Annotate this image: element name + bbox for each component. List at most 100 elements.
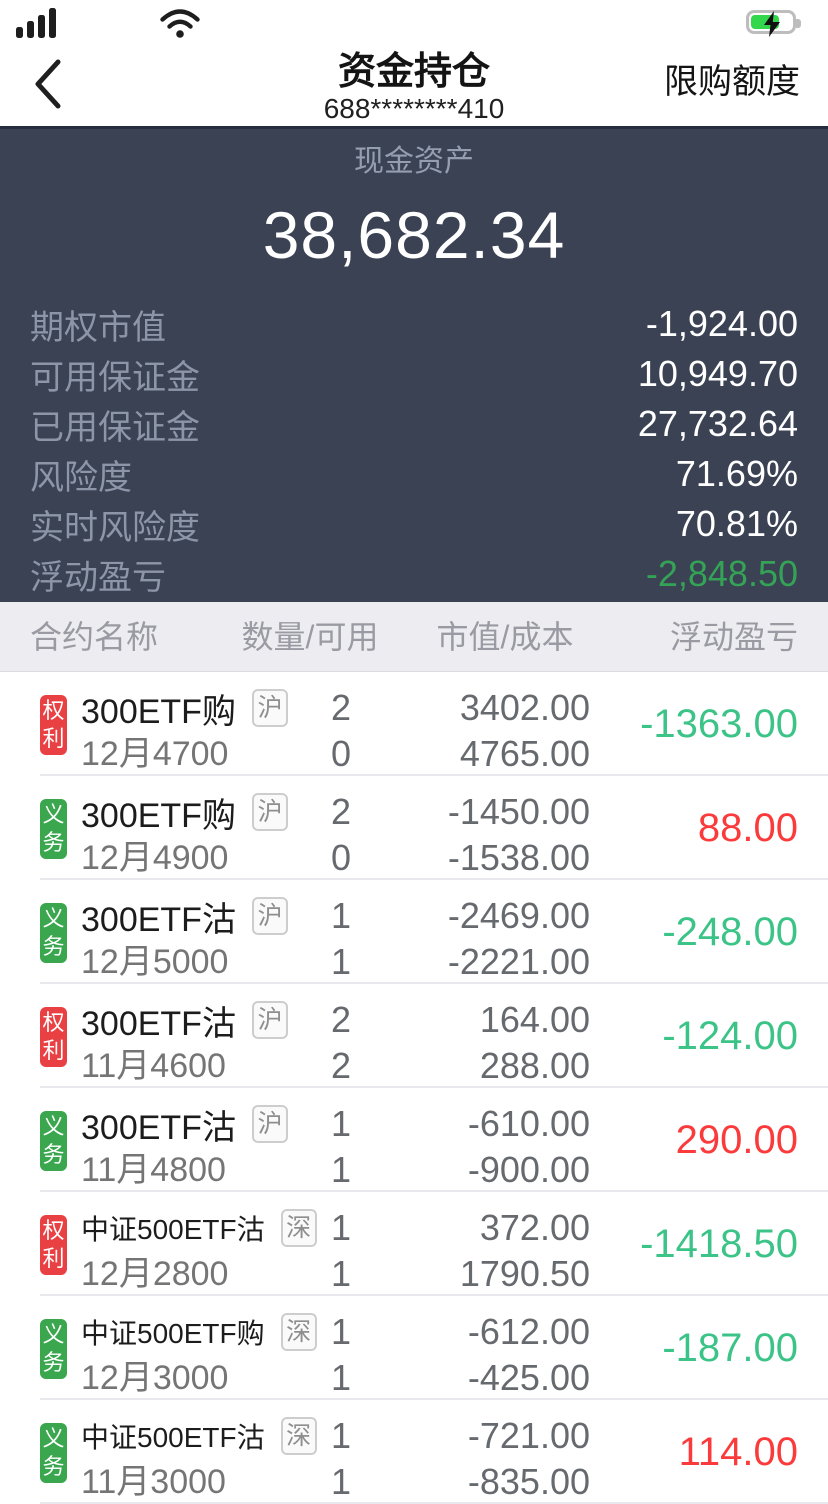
cost-value: 288.00	[479, 1045, 590, 1086]
summary-value: 10,949.70	[637, 353, 798, 394]
market-value: -1450.00	[447, 791, 590, 832]
quantity-value: 1	[330, 895, 352, 936]
pnl-value: 88.00	[697, 806, 798, 850]
contract-expiry-strike: 11月3000	[81, 1463, 226, 1501]
summary-row: 已用保证金 27,732.64	[30, 399, 798, 449]
column-header-quantity: 数量/可用	[241, 619, 379, 655]
pnl-value: 290.00	[675, 1118, 798, 1162]
market-value: 3402.00	[459, 687, 590, 728]
exchange-tag: 深	[280, 1209, 317, 1247]
table-row[interactable]: 权利 300ETF购 沪 12月4700 2 0 3402.00 4765.00…	[0, 672, 828, 776]
positions-list: 权利 300ETF购 沪 12月4700 2 0 3402.00 4765.00…	[0, 672, 828, 1504]
summary-row: 期权市值 -1,924.00	[30, 299, 798, 349]
quantity-value: 1	[330, 1415, 352, 1456]
summary-value: 71.69%	[675, 453, 798, 494]
contract-expiry-strike: 12月2800	[81, 1255, 229, 1293]
summary-value: -2,848.50	[645, 553, 798, 594]
contract-name: 中证500ETF沽	[81, 1214, 265, 1245]
table-row[interactable]: 权利 中证500ETF沽 深 12月2800 1 1 372.00 1790.5…	[0, 1192, 828, 1296]
summary-stats: 期权市值 -1,924.00 可用保证金 10,949.70 已用保证金 27,…	[0, 299, 828, 599]
quantity-value: 1	[330, 1207, 352, 1248]
market-value: -612.00	[467, 1311, 590, 1352]
market-value-cell: -610.00 -900.00	[411, 1101, 590, 1193]
pnl-value: -1363.00	[640, 702, 798, 746]
market-value-cell: -1450.00 -1538.00	[411, 789, 590, 881]
contract-cell: 300ETF购 沪 12月4900	[81, 789, 288, 881]
summary-row: 实时风险度 70.81%	[30, 499, 798, 549]
position-type-badge: 权利	[40, 695, 67, 755]
exchange-tag: 沪	[251, 793, 288, 831]
contract-cell: 300ETF沽 沪 12月5000	[81, 893, 288, 985]
quantity-value: 2	[330, 999, 352, 1040]
back-button[interactable]	[28, 56, 68, 112]
available-value: 0	[330, 837, 352, 878]
available-value: 1	[330, 941, 352, 982]
table-row[interactable]: 权利 300ETF沽 沪 11月4600 2 2 164.00 288.00 -…	[0, 984, 828, 1088]
summary-value: 70.81%	[675, 503, 798, 544]
summary-label: 实时风险度	[30, 508, 200, 547]
exchange-tag: 沪	[251, 689, 288, 727]
contract-name: 300ETF购	[81, 692, 236, 731]
status-bar	[0, 0, 828, 44]
contract-cell: 300ETF沽 沪 11月4600	[81, 997, 288, 1089]
market-value-cell: 372.00 1790.50	[411, 1205, 590, 1297]
table-header: 合约名称 数量/可用 市值/成本 浮动盈亏	[0, 602, 828, 672]
quantity-value: 1	[330, 1103, 352, 1144]
contract-expiry-strike: 11月4600	[81, 1047, 226, 1085]
available-value: 1	[330, 1149, 352, 1190]
contract-name: 300ETF沽	[81, 900, 236, 939]
cost-value: 1790.50	[459, 1253, 590, 1294]
summary-value: -1,924.00	[645, 303, 798, 344]
cash-asset-value: 38,682.34	[262, 198, 566, 272]
market-value: 164.00	[479, 999, 590, 1040]
summary-row: 浮动盈亏 -2,848.50	[30, 549, 798, 599]
quantity-cell: 1 1	[271, 893, 411, 985]
position-type-badge: 权利	[40, 1007, 67, 1067]
position-type-badge: 义务	[40, 903, 67, 963]
summary-row: 风险度 71.69%	[30, 449, 798, 499]
contract-expiry-strike: 12月5000	[81, 943, 229, 981]
cost-value: -900.00	[467, 1149, 590, 1190]
pnl-value: -248.00	[662, 910, 798, 954]
available-value: 1	[330, 1357, 352, 1398]
wifi-icon	[160, 9, 200, 38]
summary-value: 27,732.64	[637, 403, 798, 444]
contract-expiry-strike: 12月4900	[81, 839, 229, 877]
contract-name: 300ETF沽	[81, 1004, 236, 1043]
exchange-tag: 沪	[251, 897, 288, 935]
market-value-cell: -721.00 -835.00	[411, 1413, 590, 1504]
column-header-pnl: 浮动盈亏	[669, 619, 798, 655]
table-row[interactable]: 义务 中证500ETF沽 深 11月3000 1 1 -721.00 -835.…	[0, 1400, 828, 1504]
cost-value: -2221.00	[447, 941, 590, 982]
summary-panel: 现金资产 38,682.34 期权市值 -1,924.00 可用保证金 10,9…	[0, 126, 828, 602]
table-row[interactable]: 义务 300ETF购 沪 12月4900 2 0 -1450.00 -1538.…	[0, 776, 828, 880]
table-row[interactable]: 义务 300ETF沽 沪 12月5000 1 1 -2469.00 -2221.…	[0, 880, 828, 984]
position-type-badge: 义务	[40, 1423, 67, 1483]
quantity-cell: 2 2	[271, 997, 411, 1089]
cash-asset-label: 现金资产	[354, 145, 474, 178]
cost-value: -425.00	[467, 1357, 590, 1398]
market-value-cell: -612.00 -425.00	[411, 1309, 590, 1401]
market-value: -610.00	[467, 1103, 590, 1144]
position-type-badge: 权利	[40, 1215, 67, 1275]
account-number: 688********410	[323, 93, 505, 124]
exchange-tag: 深	[280, 1417, 317, 1455]
contract-name: 中证500ETF沽	[81, 1422, 265, 1453]
table-row[interactable]: 义务 300ETF沽 沪 11月4800 1 1 -610.00 -900.00…	[0, 1088, 828, 1192]
quantity-cell: 1 1	[271, 1413, 411, 1504]
available-value: 1	[330, 1253, 352, 1294]
summary-label: 已用保证金	[30, 408, 200, 447]
contract-name: 300ETF购	[81, 796, 236, 835]
available-value: 2	[330, 1045, 352, 1086]
position-type-badge: 义务	[40, 1319, 67, 1379]
contract-cell: 300ETF购 沪 12月4700	[81, 685, 288, 777]
exchange-tag: 沪	[251, 1001, 288, 1039]
column-header-market-value: 市值/成本	[436, 619, 574, 655]
summary-label: 浮动盈亏	[30, 558, 166, 597]
pnl-value: 114.00	[678, 1430, 798, 1474]
table-row[interactable]: 义务 中证500ETF购 深 12月3000 1 1 -612.00 -425.…	[0, 1296, 828, 1400]
purchase-quota-button[interactable]: 限购额度	[664, 63, 800, 101]
quantity-cell: 1 1	[271, 1205, 411, 1297]
quantity-cell: 1 1	[271, 1309, 411, 1401]
market-value-cell: -2469.00 -2221.00	[411, 893, 590, 985]
